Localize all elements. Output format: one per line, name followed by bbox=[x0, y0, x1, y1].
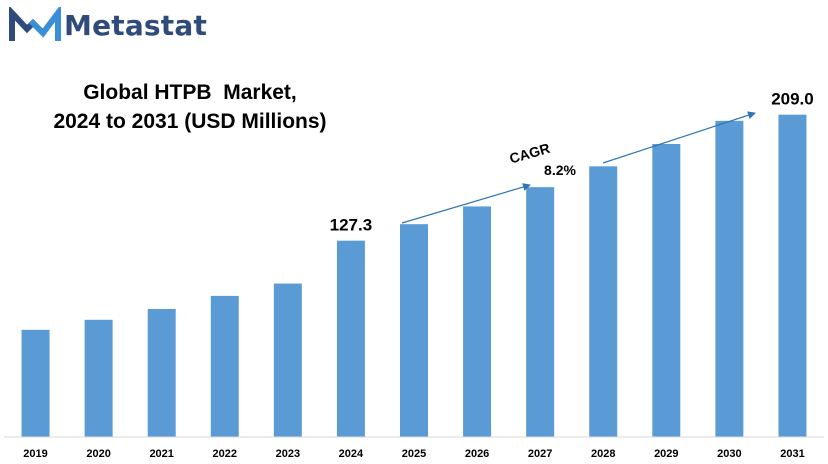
bar-2021 bbox=[147, 308, 176, 437]
chart-title: Global HTPB Market, 2024 to 2031 (USD Mi… bbox=[30, 78, 350, 136]
data-label-2024: 127.3 bbox=[330, 216, 373, 235]
chart-title-line-2: 2024 to 2031 (USD Millions) bbox=[53, 110, 327, 133]
x-tick-2031: 2031 bbox=[780, 448, 804, 460]
x-tick-2028: 2028 bbox=[591, 448, 615, 460]
x-tick-2026: 2026 bbox=[465, 448, 489, 460]
x-tick-2019: 2019 bbox=[23, 448, 47, 460]
x-tick-2020: 2020 bbox=[86, 448, 110, 460]
x-tick-2021: 2021 bbox=[149, 448, 173, 460]
brand-name: Metastat bbox=[64, 8, 208, 42]
x-tick-2025: 2025 bbox=[402, 448, 426, 460]
bar-2020 bbox=[84, 319, 113, 437]
bar-2028 bbox=[589, 166, 618, 437]
x-tick-2024: 2024 bbox=[339, 448, 364, 460]
metastat-logo-icon bbox=[9, 7, 61, 41]
bar-2025 bbox=[400, 224, 428, 437]
bar-series bbox=[21, 114, 807, 438]
bar-2022 bbox=[210, 295, 239, 437]
data-labels: 127.3 209.0 bbox=[330, 90, 814, 235]
bar-2019 bbox=[21, 329, 50, 437]
cagr-arrow-right bbox=[602, 111, 756, 164]
cagr-arrow-left bbox=[401, 183, 531, 224]
data-label-2031: 209.0 bbox=[771, 90, 814, 109]
x-tick-2030: 2030 bbox=[717, 448, 741, 460]
x-axis-ticks: 2019 2020 2021 2022 2023 2024 2025 2026 2027 2028… bbox=[23, 448, 804, 460]
bar-2027 bbox=[526, 187, 555, 437]
x-tick-2022: 2022 bbox=[213, 448, 237, 460]
bar-2024 bbox=[336, 240, 365, 437]
bar-2031 bbox=[778, 114, 807, 438]
chart-title-line-1: Global HTPB Market, bbox=[83, 81, 297, 104]
x-tick-2029: 2029 bbox=[654, 448, 678, 460]
brand-logo: Metastat bbox=[8, 6, 207, 44]
bar-2030 bbox=[715, 120, 744, 437]
x-tick-2027: 2027 bbox=[528, 448, 552, 460]
bar-2029 bbox=[652, 143, 681, 437]
bar-2023 bbox=[273, 283, 302, 437]
cagr-value: 8.2% bbox=[544, 162, 576, 178]
bar-2026 bbox=[463, 206, 492, 437]
x-tick-2023: 2023 bbox=[276, 448, 300, 460]
